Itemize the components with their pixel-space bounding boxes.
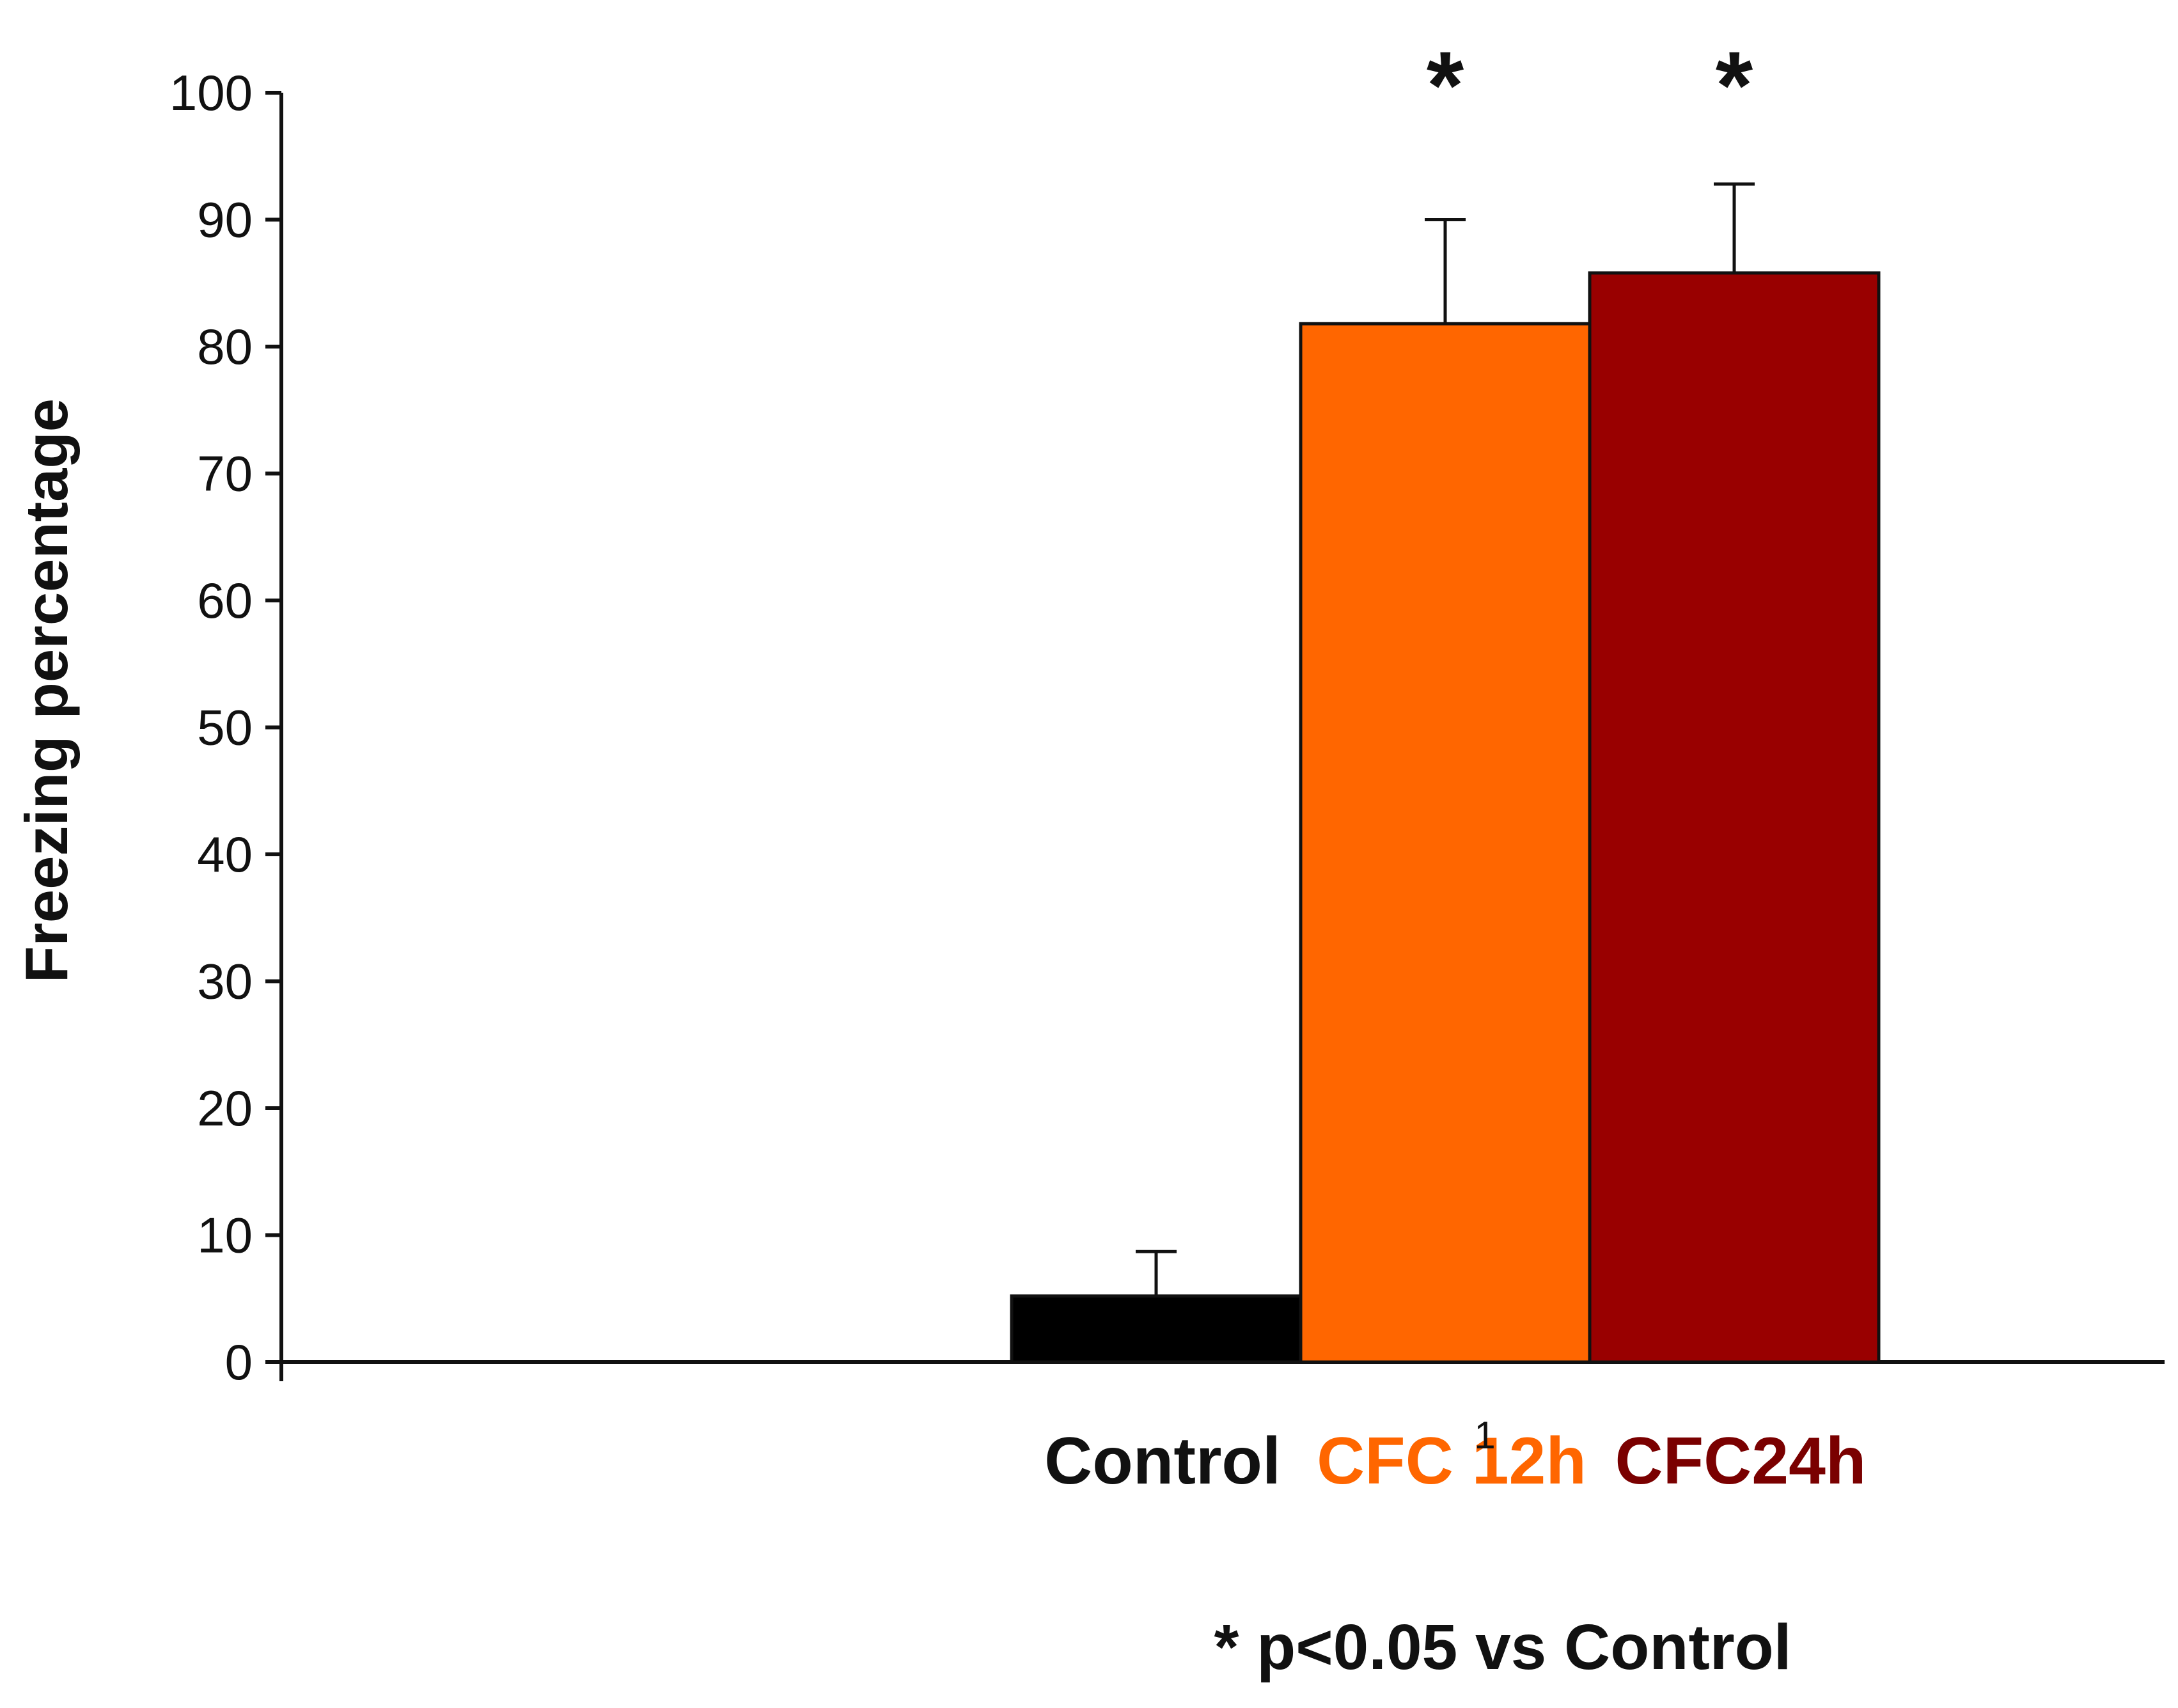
error-bars	[1136, 182, 1755, 1296]
y-tick-label: 40	[197, 826, 253, 882]
y-tick-label: 80	[197, 318, 253, 375]
bars	[1010, 271, 1881, 1364]
category-label: Control	[1044, 1424, 1281, 1498]
y-tick-label: 30	[197, 953, 253, 1010]
bar-2	[1299, 322, 1592, 1364]
x-tick-label: 1	[1474, 1414, 1495, 1457]
significance-footnote: * p<0.05 vs Control	[1214, 1611, 1791, 1683]
bar-1	[1010, 1294, 1303, 1364]
y-tick-label: 50	[197, 700, 253, 756]
significance-asterisk: *	[1427, 31, 1464, 139]
y-tick-label: 20	[197, 1080, 253, 1136]
significance-marks: * *	[1427, 31, 1753, 139]
y-tick-label: 100	[169, 65, 253, 121]
significance-asterisk: *	[1716, 31, 1753, 139]
y-tick-label: 60	[197, 572, 253, 629]
y-tick-label: 90	[197, 192, 253, 248]
category-label: CFC 12h	[1317, 1424, 1586, 1498]
y-tick-label: 10	[197, 1207, 253, 1264]
category-label: CFC24h	[1615, 1424, 1867, 1498]
y-axis-label: Freezing percentage	[13, 398, 80, 983]
bar-3	[1588, 271, 1881, 1364]
y-tick-label: 0	[225, 1334, 253, 1390]
y-ticks: 0 10 20 30 40 50 60 70 80 90 100	[169, 65, 281, 1390]
y-tick-label: 70	[197, 446, 253, 502]
category-labels: Control CFC 12h CFC24h	[1044, 1424, 1866, 1498]
